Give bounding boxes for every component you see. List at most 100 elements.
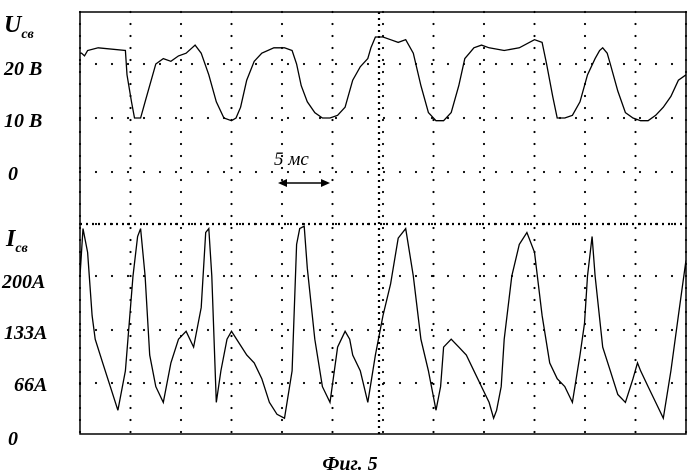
grid-row-dot	[495, 117, 497, 119]
grid-col-dot	[533, 239, 535, 241]
grid-col-dot	[281, 275, 283, 277]
i-tick-66: 66А	[14, 374, 47, 396]
grid-col-dot	[180, 71, 182, 73]
grid-row-dot	[143, 63, 145, 65]
grid-col-dot	[382, 431, 384, 433]
grid-col-dot	[230, 239, 232, 241]
grid-row-dot	[207, 275, 209, 277]
grid-col-dot	[180, 23, 182, 25]
grid-col-dot	[331, 431, 333, 433]
grid-col-dot	[331, 287, 333, 289]
grid-col-dot	[230, 347, 232, 349]
grid-col-dot	[129, 371, 131, 373]
grid-col-dot	[382, 419, 384, 421]
grid-col-dot	[483, 263, 485, 265]
grid-col-dot	[129, 23, 131, 25]
figure-caption: Фиг. 5	[322, 453, 377, 475]
grid-col-dot	[634, 35, 636, 37]
grid-col-dot	[331, 155, 333, 157]
grid-col-dot	[79, 215, 81, 217]
grid-col-dot	[331, 83, 333, 85]
grid-col-dot	[129, 107, 131, 109]
u-axis-subscript: св	[21, 27, 34, 42]
grid-col-dot	[281, 215, 283, 217]
grid-col-dot	[432, 239, 434, 241]
grid-col-dot	[180, 371, 182, 373]
grid-col-dot	[685, 395, 687, 397]
grid-col-dot	[382, 347, 384, 349]
grid-row-dot	[607, 329, 609, 331]
grid-col-dot	[634, 287, 636, 289]
grid-col-dot	[331, 371, 333, 373]
grid-row-dot	[383, 329, 385, 331]
grid-row-dot	[159, 329, 161, 331]
grid-row-dot	[383, 223, 385, 225]
grid-row-dot	[447, 63, 449, 65]
grid-col-dot	[281, 59, 283, 61]
grid-col-dot	[483, 311, 485, 313]
grid-col-dot	[180, 155, 182, 157]
grid-col-dot	[584, 203, 586, 205]
grid-col-dot	[432, 323, 434, 325]
grid-row-dot	[191, 382, 193, 384]
grid-row-dot	[559, 171, 561, 173]
grid-col-dot	[483, 419, 485, 421]
grid-col-dot	[584, 167, 586, 169]
grid-row-dot	[431, 63, 433, 65]
grid-col-dot	[685, 119, 687, 121]
grid-col-dot	[331, 71, 333, 73]
grid-col-dot	[685, 179, 687, 181]
grid-row-dot	[159, 382, 161, 384]
grid-col-dot	[483, 371, 485, 373]
grid-col-dot	[533, 347, 535, 349]
grid-col-dot	[180, 95, 182, 97]
grid-col-dot	[483, 155, 485, 157]
grid-col-dot	[483, 59, 485, 61]
grid-col-dot	[230, 83, 232, 85]
grid-col-dot	[79, 47, 81, 49]
grid-col-dot	[584, 287, 586, 289]
grid-col-dot	[281, 107, 283, 109]
grid-col-dot	[382, 227, 384, 229]
grid-col-dot	[584, 143, 586, 145]
grid-row-dot	[543, 382, 545, 384]
grid-row-dot	[479, 63, 481, 65]
grid-col-dot	[129, 239, 131, 241]
grid-col-dot	[331, 311, 333, 313]
grid-col-dot	[230, 179, 232, 181]
grid-row-dot	[271, 171, 273, 173]
grid-row-dot	[607, 63, 609, 65]
grid-col-dot	[685, 71, 687, 73]
grid-col-dot	[230, 155, 232, 157]
grid-col-dot	[129, 155, 131, 157]
grid-row-dot	[159, 63, 161, 65]
grid-col-dot	[483, 35, 485, 37]
grid-col-dot	[129, 203, 131, 205]
grid-col-dot	[382, 275, 384, 277]
grid-col-dot	[432, 143, 434, 145]
grid-row-dot	[367, 329, 369, 331]
grid-row-dot	[495, 329, 497, 331]
grid-col-dot	[180, 347, 182, 349]
grid-row-dot	[287, 329, 289, 331]
grid-col-dot	[533, 179, 535, 181]
grid-col-dot	[483, 395, 485, 397]
grid-row-dot	[127, 275, 129, 277]
grid-col-dot	[129, 71, 131, 73]
grid-row-dot	[223, 63, 225, 65]
grid-row-dot	[575, 63, 577, 65]
grid-row-dot	[287, 63, 289, 65]
grid-row-dot	[463, 171, 465, 173]
grid-col-dot	[634, 155, 636, 157]
grid-row-dot	[255, 382, 257, 384]
grid-col-dot	[432, 59, 434, 61]
grid-row-dot	[543, 117, 545, 119]
grid-row-dot	[207, 329, 209, 331]
grid-col-dot	[533, 191, 535, 193]
grid-col-dot	[331, 131, 333, 133]
grid-col-dot	[685, 227, 687, 229]
grid-row-dot	[223, 329, 225, 331]
interval-arrow-right-head	[321, 179, 330, 187]
grid-col-dot	[432, 95, 434, 97]
grid-row-dot	[335, 275, 337, 277]
